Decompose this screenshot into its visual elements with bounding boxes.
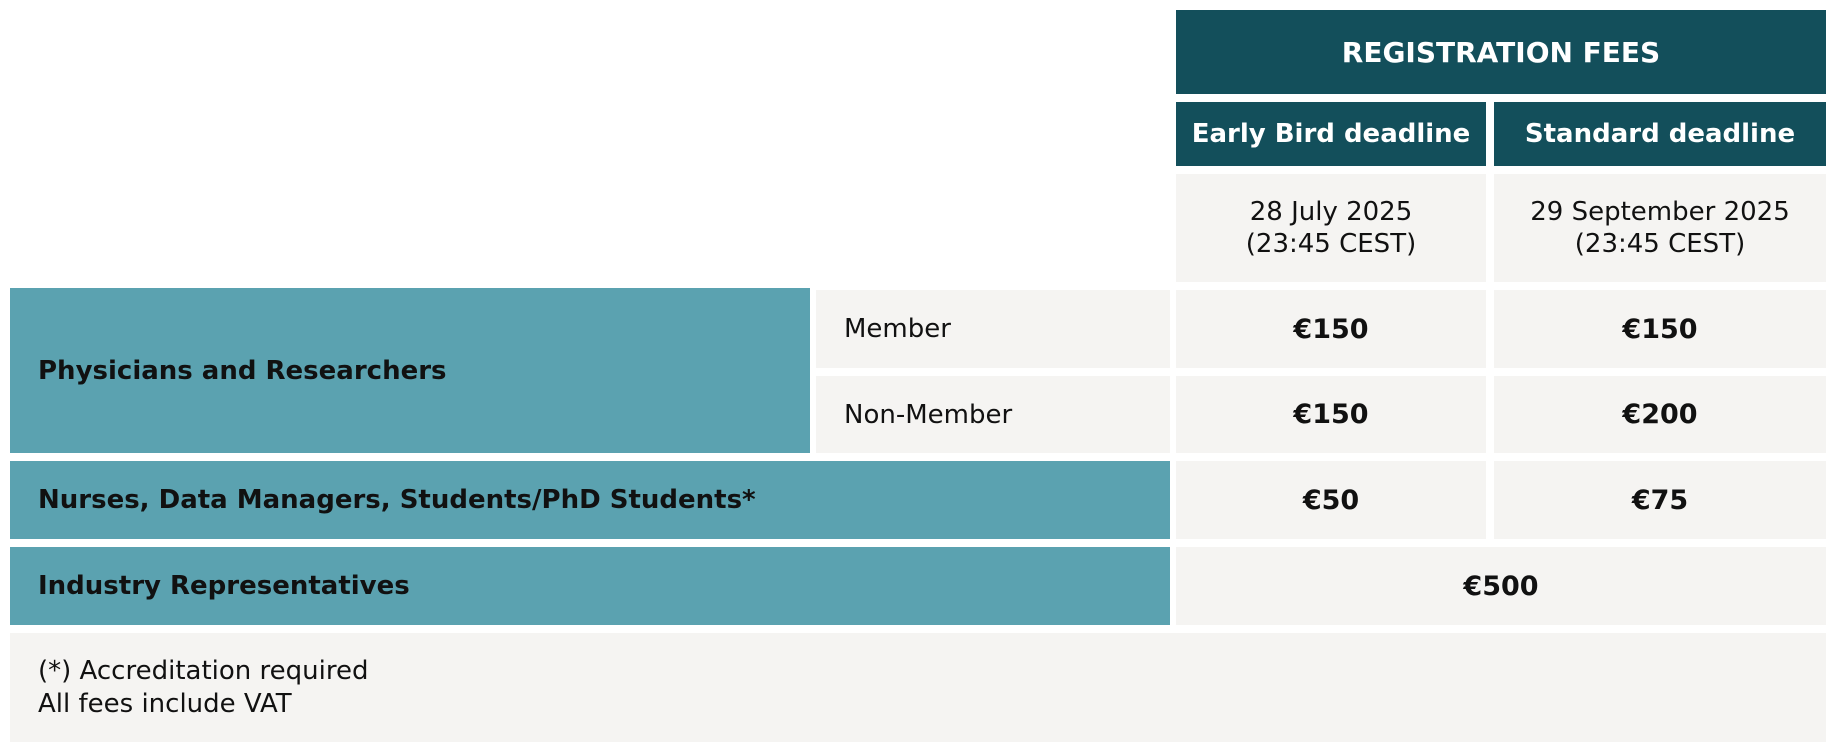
standard-time: (23:45 CEST) — [1574, 229, 1746, 259]
footnotes: (*) Accreditation required All fees incl… — [10, 633, 1826, 742]
early-bird-deadline-date: 28 July 2025 (23:45 CEST) — [1176, 174, 1486, 282]
nurses-early-price: €50 — [1176, 461, 1486, 539]
non-member-standard-price: €200 — [1494, 376, 1826, 453]
footnote-accreditation: (*) Accreditation required — [38, 655, 369, 686]
subrow-non-member-label: Non-Member — [816, 376, 1170, 453]
standard-date: 29 September 2025 — [1530, 197, 1790, 227]
standard-header: Standard deadline — [1494, 102, 1826, 166]
category-industry-representatives: Industry Representatives — [10, 547, 1170, 625]
early-bird-time: (23:45 CEST) — [1245, 229, 1417, 259]
early-bird-date: 28 July 2025 — [1249, 197, 1413, 227]
member-early-price: €150 — [1176, 290, 1486, 368]
subrow-member-label: Member — [816, 290, 1170, 368]
standard-deadline-date: 29 September 2025 (23:45 CEST) — [1494, 174, 1826, 282]
registration-fees-title: REGISTRATION FEES — [1176, 10, 1826, 94]
category-nurses-students: Nurses, Data Managers, Students/PhD Stud… — [10, 461, 1170, 539]
nurses-standard-price: €75 — [1494, 461, 1826, 539]
member-standard-price: €150 — [1494, 290, 1826, 368]
category-physicians-researchers: Physicians and Researchers — [10, 288, 810, 453]
non-member-early-price: €150 — [1176, 376, 1486, 453]
industry-price: €500 — [1176, 547, 1826, 625]
footnote-vat: All fees include VAT — [38, 688, 292, 719]
early-bird-header: Early Bird deadline — [1176, 102, 1486, 166]
